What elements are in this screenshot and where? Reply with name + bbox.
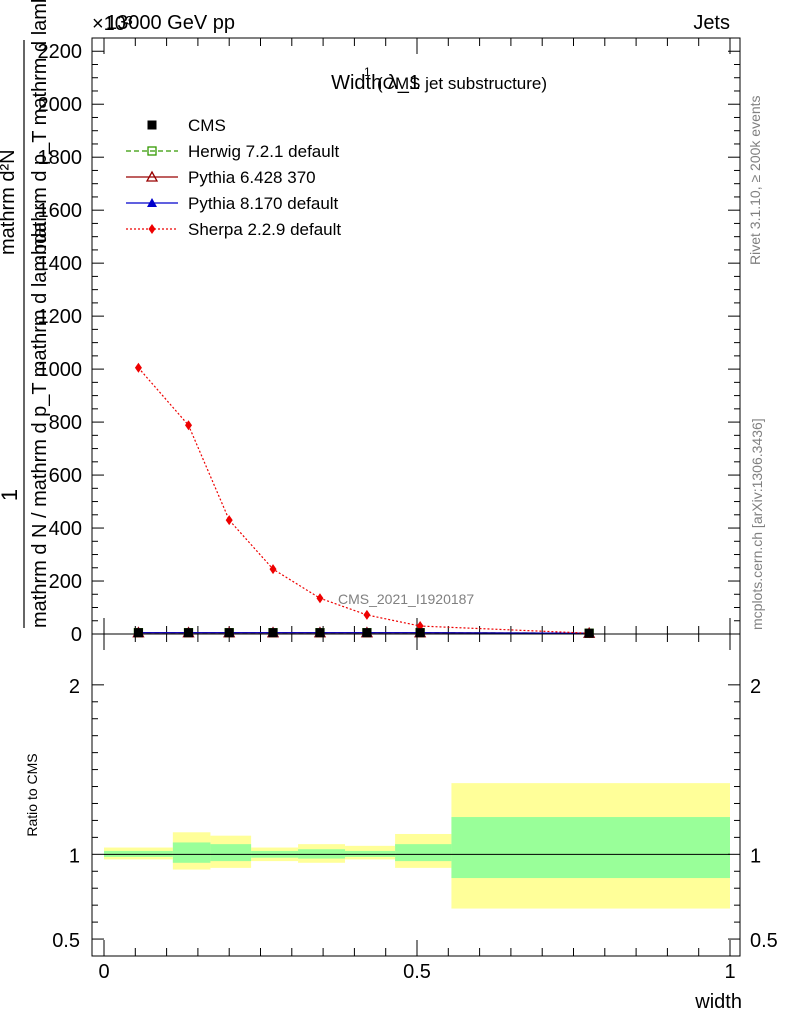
analysis-watermark: CMS_2021_I1920187 xyxy=(338,591,474,607)
main-ylabel: 1 mathrm d N / mathrm d p_T mathrm d lam… xyxy=(0,0,51,628)
ratio-y-tick-label-right: 1 xyxy=(750,845,761,867)
ratio-bands xyxy=(104,783,730,909)
x-tick-label: 0.5 xyxy=(403,961,431,983)
ylabel-dpt-dlambda: mathrm d p_T mathrm d lambda xyxy=(29,0,51,255)
x-axis-title: width xyxy=(694,991,742,1013)
y-tick-label: 1200 xyxy=(38,306,83,328)
y-tick-label: 0 xyxy=(71,624,82,646)
ratio-y-tick-label-right: 0.5 xyxy=(750,930,778,952)
ratio-band-green xyxy=(395,844,452,862)
ratio-band-green xyxy=(172,842,211,863)
cms-point xyxy=(415,628,425,638)
ratio-band-green xyxy=(451,817,730,879)
ratio-ylabel: Ratio to CMS xyxy=(24,753,40,836)
y-tick-label: 2000 xyxy=(38,94,83,116)
y-tick-label: 2200 xyxy=(38,41,83,63)
sherpa-point xyxy=(134,362,142,373)
y-tick-label: 1800 xyxy=(38,147,83,169)
ylabel-numerator-one: 1 xyxy=(0,489,22,501)
main-axes: 0 200 400 600 800 1000 1200 1400 1600 1800 2000 220… xyxy=(38,38,740,646)
legend-entry: CMS xyxy=(147,116,226,135)
sherpa-point xyxy=(269,564,277,575)
energy-label: 13000 GeV pp xyxy=(106,12,235,34)
ratio-panel-frame xyxy=(91,633,741,957)
ylabel-d2n: mathrm d²N xyxy=(0,149,19,255)
series-line xyxy=(138,632,590,634)
herwig-point xyxy=(147,146,157,156)
mcplots-label: mcplots.cern.ch [arXiv:1306.3436] xyxy=(749,418,765,630)
cms-point xyxy=(362,628,372,638)
x-axis-labels: 0 0.5 1 xyxy=(98,961,735,983)
legend-entry: Herwig 7.2.1 default xyxy=(126,142,339,161)
legend-label: Herwig 7.2.1 default xyxy=(188,142,339,161)
legend: CMS Herwig 7.2.1 default Pythia 6.428 370 P… xyxy=(126,116,341,239)
legend-entry: Pythia 6.428 370 xyxy=(126,168,316,187)
y-tick-label: 600 xyxy=(49,465,82,487)
rivet-label: Rivet 3.1.10, ≥ 200k events xyxy=(747,95,763,265)
series-cms xyxy=(133,628,594,638)
ratio-y-tick-label: 0.5 xyxy=(52,930,80,952)
chart-title-superscript: 1 xyxy=(364,65,371,79)
y-tick-label: 400 xyxy=(49,518,82,540)
jets-label: Jets xyxy=(693,12,730,34)
cms-point xyxy=(584,628,594,638)
cms-point xyxy=(133,628,143,638)
series-line xyxy=(137,367,590,634)
x-tick-label: 1 xyxy=(724,961,735,983)
sherpa-point xyxy=(363,609,371,620)
x-tick-label: 0 xyxy=(98,961,109,983)
sherpa-point xyxy=(148,224,156,234)
y-tick-label: 1400 xyxy=(38,253,83,275)
chart-title: Width λ_1 xyxy=(331,72,420,94)
sherpa-point xyxy=(316,593,324,604)
ratio-band-green xyxy=(210,844,252,862)
ylabel-denominator: mathrm d N / mathrm d p_T mathrm d lambd… xyxy=(29,221,51,628)
ratio-y-tick-label-right: 2 xyxy=(750,676,761,698)
legend-entry: Pythia 8.170 default xyxy=(126,194,339,213)
legend-label: CMS xyxy=(188,116,226,135)
ratio-y-tick-label: 2 xyxy=(69,676,80,698)
sherpa-point xyxy=(185,420,193,431)
ratio-y-tick-label: 1 xyxy=(69,845,80,867)
legend-label: Sherpa 2.2.9 default xyxy=(188,220,341,239)
y-tick-label: 200 xyxy=(49,571,82,593)
pythia8-point xyxy=(147,198,157,207)
legend-label: Pythia 8.170 default xyxy=(188,194,339,213)
pythia6-point xyxy=(145,170,159,182)
y-tick-label: 800 xyxy=(49,412,82,434)
cms-point xyxy=(268,628,278,638)
cms-point xyxy=(184,628,194,638)
cms-point xyxy=(315,628,325,638)
sherpa-point xyxy=(225,515,233,526)
cms-point xyxy=(147,120,157,130)
y-tick-label: 1000 xyxy=(38,359,83,381)
y-tick-label: 1600 xyxy=(38,200,83,222)
legend-entry: Sherpa 2.2.9 default xyxy=(126,220,341,239)
cms-point xyxy=(224,628,234,638)
chart-title-subtitle: (CMS jet substructure) xyxy=(377,74,547,93)
legend-label: Pythia 6.428 370 xyxy=(188,168,316,187)
ratio-axes: 0.5 0.5 1 1 2 2 xyxy=(52,634,778,956)
exponent-label: ×10³ xyxy=(92,13,133,35)
